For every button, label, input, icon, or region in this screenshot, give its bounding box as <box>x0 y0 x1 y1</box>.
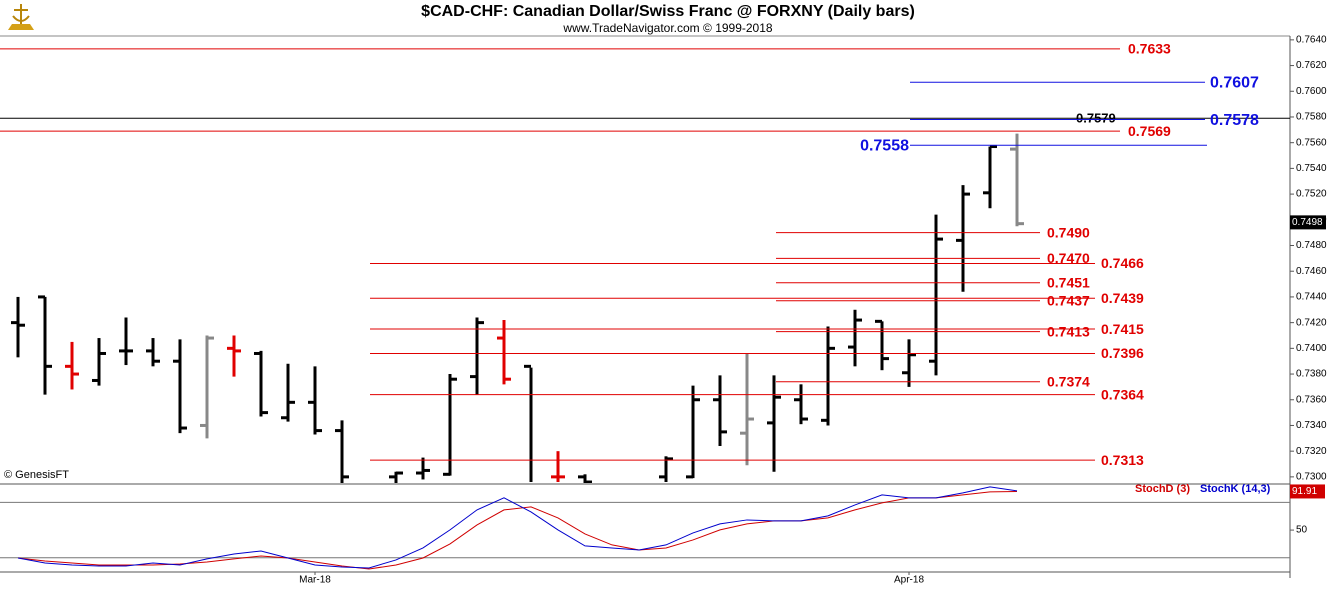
level-label: 0.7415 <box>1101 321 1144 337</box>
y-tick-label: 0.7560 <box>1296 137 1327 148</box>
level-label: 0.7466 <box>1101 255 1144 271</box>
legend-label: StochK (14,3) <box>1200 483 1271 495</box>
y-tick-label: 0.7400 <box>1296 343 1327 354</box>
y-tick-label: 0.7440 <box>1296 292 1327 303</box>
last-price-label: 0.7498 <box>1292 217 1323 228</box>
price-plot <box>11 133 1024 483</box>
x-tick-label: Mar-18 <box>299 575 331 586</box>
chart-title: $CAD-CHF: Canadian Dollar/Swiss Franc @ … <box>421 3 915 20</box>
y-tick-label: 0.7460 <box>1296 266 1327 277</box>
y-tick-label: 0.7360 <box>1296 394 1327 405</box>
chart-subtitle: www.TradeNavigator.com © 1999-2018 <box>562 21 772 35</box>
last-price-box <box>1290 215 1326 230</box>
level-label: 0.7451 <box>1047 274 1090 290</box>
y-tick-label: 0.7580 <box>1296 112 1327 123</box>
y-tick-label: 0.7520 <box>1296 189 1327 200</box>
x-tick-label: Apr-18 <box>894 575 924 586</box>
level-label: 0.7439 <box>1101 290 1144 306</box>
logo <box>8 4 34 30</box>
legend-label: StochD (3) <box>1135 483 1190 495</box>
y-tick-label: 0.7600 <box>1296 86 1327 97</box>
stoch-value-label: 91.91 <box>1292 486 1317 497</box>
level-label: 0.7470 <box>1047 250 1090 266</box>
level-label: 0.7569 <box>1128 123 1171 139</box>
credit: © GenesisFT <box>4 469 69 481</box>
level-label: 0.7313 <box>1101 452 1144 468</box>
y-tick-label: 0.7640 <box>1296 34 1327 45</box>
y-tick-label: 0.7340 <box>1296 420 1327 431</box>
level-label: 0.7578 <box>1210 112 1259 129</box>
stoch-line <box>17 486 1018 569</box>
level-label: 0.7633 <box>1128 41 1171 57</box>
y-tick-label: 0.7380 <box>1296 369 1327 380</box>
y-tick-label: 0.7420 <box>1296 317 1327 328</box>
level-label: 0.7607 <box>1210 74 1259 91</box>
y-tick-label: 50 <box>1296 525 1308 536</box>
stoch-value-box <box>1290 484 1325 499</box>
y-tick-label: 0.7300 <box>1296 472 1327 483</box>
y-tick-label: 0.7540 <box>1296 163 1327 174</box>
level-label: 0.7374 <box>1047 373 1090 389</box>
level-label: 0.7413 <box>1047 323 1090 339</box>
y-tick-label: 0.7320 <box>1296 446 1327 457</box>
y-tick-label: 0.7480 <box>1296 240 1327 251</box>
level-label: 0.7579 <box>1076 111 1116 126</box>
level-label: 0.7490 <box>1047 224 1090 240</box>
level-label: 0.7437 <box>1047 292 1090 308</box>
y-tick-label: 0.7620 <box>1296 60 1327 71</box>
level-label: 0.7364 <box>1101 386 1144 402</box>
level-label: 0.7558 <box>860 137 909 154</box>
level-label: 0.7396 <box>1101 345 1144 361</box>
